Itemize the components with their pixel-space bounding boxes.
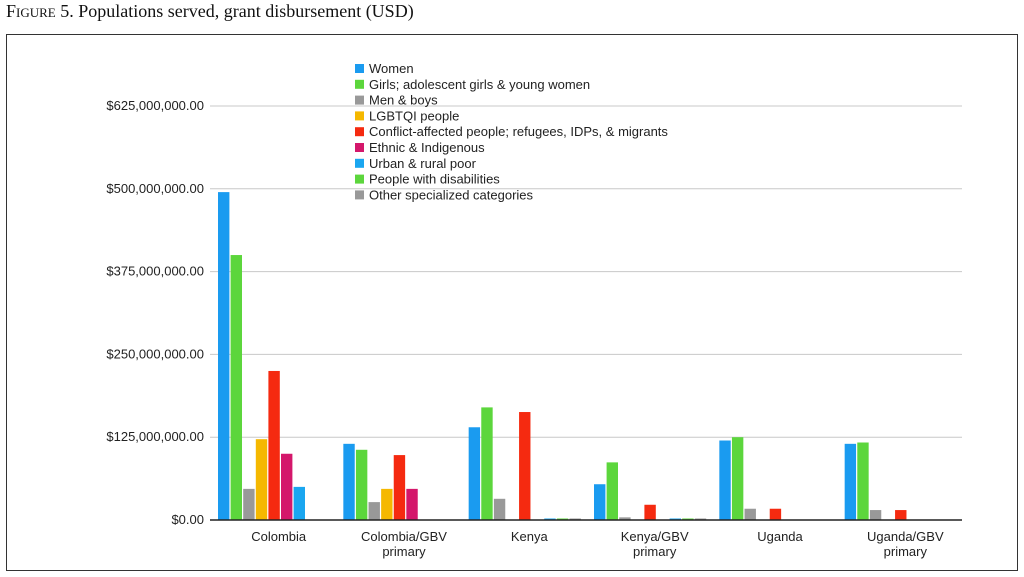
bar — [230, 255, 242, 521]
x-tick-label: Colombia — [251, 529, 307, 544]
chart-frame — [6, 34, 1018, 571]
legend-swatch — [355, 158, 364, 168]
y-tick-label: $0.00 — [171, 512, 204, 527]
bar — [381, 488, 393, 520]
y-tick-label: $250,000,000.00 — [106, 346, 204, 361]
bar — [857, 442, 869, 520]
x-tick-label: Uganda/GBV — [867, 529, 944, 544]
legend-swatch — [355, 143, 364, 152]
bar — [343, 443, 355, 520]
bar — [255, 439, 268, 520]
legend-swatch — [355, 127, 364, 137]
bar — [355, 449, 368, 520]
y-tick-label: $500,000,000.00 — [106, 181, 204, 196]
bar — [406, 488, 418, 520]
legend-label: Other specialized categories — [369, 187, 534, 202]
y-axis: $0.00 $125,000,000.00 $250,000,000.00 $375,… — [106, 98, 204, 527]
bar — [468, 427, 481, 520]
legend-label: People with disabilities — [369, 172, 500, 187]
legend-label: Ethnic & Indigenous — [369, 140, 485, 155]
legend-label: Conflict-affected people; refugees, IDPs… — [369, 124, 668, 139]
gridlines — [210, 105, 962, 438]
y-tick-label: $375,000,000.00 — [106, 264, 204, 279]
bar — [769, 508, 782, 520]
legend-swatch — [355, 174, 364, 184]
bar — [481, 407, 493, 520]
figure-caption-text: Populations served, grant disbursement (… — [78, 1, 414, 21]
bar — [218, 192, 230, 520]
bar — [493, 498, 506, 520]
legend-label: LGBTQI people — [369, 108, 459, 123]
bar — [619, 517, 631, 520]
legend-swatch — [355, 111, 364, 121]
bar — [393, 455, 406, 520]
bar — [243, 488, 255, 520]
bar — [268, 370, 280, 520]
legend-swatch — [355, 95, 364, 105]
legend-label: Urban & rural poor — [369, 156, 477, 171]
bar — [744, 508, 756, 520]
bar — [293, 486, 305, 520]
bar — [731, 437, 744, 520]
legend-label: Women — [369, 61, 414, 76]
x-tick-label: primary — [633, 544, 677, 559]
x-tick-label: Kenya — [511, 529, 549, 544]
bar — [844, 443, 857, 520]
bar — [644, 504, 656, 520]
x-tick-label: Uganda — [757, 529, 803, 544]
x-tick-label: Kenya/GBV — [621, 529, 689, 544]
bar — [281, 453, 293, 520]
bar — [606, 462, 618, 520]
legend-label: Girls; adolescent girls & young women — [369, 77, 590, 92]
bar — [368, 502, 380, 520]
bar — [519, 412, 531, 520]
x-tick-label: primary — [382, 544, 426, 559]
y-tick-label: $625,000,000.00 — [106, 98, 204, 113]
bars — [218, 192, 907, 521]
bar — [895, 510, 907, 520]
bar — [594, 484, 606, 520]
figure-caption: Figure 5. Populations served, grant disb… — [6, 1, 414, 22]
legend-swatch — [355, 64, 364, 73]
bar — [869, 510, 882, 520]
x-tick-label: Colombia/GBV — [361, 529, 447, 544]
legend-swatch — [355, 190, 364, 200]
y-tick-label: $125,000,000.00 — [106, 429, 204, 444]
figure-label: Figure 5. — [6, 1, 74, 21]
legend-swatch — [355, 79, 364, 89]
x-tick-label: primary — [884, 544, 928, 559]
bar — [719, 440, 731, 520]
legend-label: Men & boys — [369, 93, 438, 108]
